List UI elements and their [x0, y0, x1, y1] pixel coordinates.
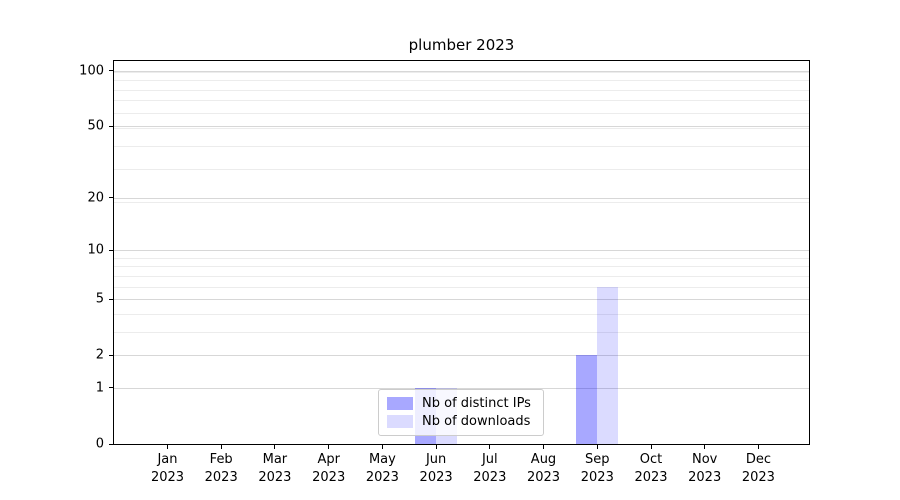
- gridline-minor: [114, 127, 809, 129]
- x-tick-label-aug: Aug 2023: [512, 451, 576, 487]
- x-tick-label-dec: Dec 2023: [726, 451, 790, 487]
- plot-area: [113, 60, 810, 445]
- bar-downloads-Sep: [597, 286, 619, 444]
- x-tick-year: 2023: [688, 470, 722, 485]
- y-tick-label: 0: [95, 436, 104, 452]
- legend-swatch-distinct-ips: [387, 396, 413, 410]
- x-tick-year: 2023: [526, 470, 561, 485]
- legend-label-distinct-ips: Nb of distinct IPs: [422, 395, 531, 411]
- y-tick-mark: [109, 70, 113, 72]
- chart-title: plumber 2023: [408, 36, 515, 54]
- y-tick-mark: [109, 197, 113, 199]
- x-tick-label-apr: Apr 2023: [297, 451, 361, 487]
- x-tick-month: Feb: [209, 452, 233, 467]
- x-tick-mark: [489, 445, 491, 449]
- gridline-minor: [114, 169, 809, 170]
- x-tick-mark: [704, 445, 706, 449]
- gridline-minor: [114, 201, 809, 203]
- gridline-minor: [114, 286, 809, 288]
- x-tick-mark: [274, 445, 276, 449]
- gridline-minor: [114, 313, 809, 315]
- x-tick-mark: [381, 445, 383, 449]
- x-tick-label-feb: Feb 2023: [189, 451, 253, 487]
- gridline-major: [114, 250, 809, 252]
- x-tick-label-jun: Jun 2023: [404, 451, 468, 487]
- legend-item-distinct-ips: Nb of distinct IPs: [387, 396, 535, 411]
- gridline-major: [114, 355, 809, 357]
- y-tick-label: 5: [95, 291, 104, 307]
- x-tick-month: Sep: [585, 452, 610, 467]
- y-tick-mark: [109, 125, 113, 127]
- y-tick-mark: [109, 387, 113, 389]
- x-tick-year: 2023: [473, 470, 507, 485]
- gridline-minor: [114, 275, 809, 277]
- x-tick-year: 2023: [258, 470, 292, 485]
- x-tick-year: 2023: [150, 470, 185, 485]
- y-tick-label: 50: [87, 118, 104, 134]
- y-tick-mark: [109, 249, 113, 251]
- gridline-minor: [114, 257, 809, 259]
- x-tick-month: Mar: [262, 452, 288, 467]
- x-tick-label-jul: Jul 2023: [458, 451, 522, 487]
- y-tick-mark: [109, 354, 113, 356]
- y-tick-mark: [109, 298, 113, 300]
- x-tick-mark: [328, 445, 330, 449]
- gridline-major: [114, 126, 809, 127]
- x-tick-mark: [650, 445, 652, 449]
- gridline-major: [114, 70, 809, 72]
- gridline-minor: [114, 71, 809, 73]
- x-tick-year: 2023: [580, 470, 614, 485]
- gridline-minor: [114, 80, 809, 82]
- x-tick-month: Jul: [481, 452, 498, 467]
- x-tick-mark: [543, 445, 544, 449]
- x-tick-month: Aug: [530, 452, 557, 467]
- gridline-minor: [114, 112, 809, 114]
- x-tick-month: Dec: [745, 452, 771, 467]
- x-tick-year: 2023: [634, 470, 668, 485]
- y-tick-label: 10: [87, 242, 104, 258]
- x-tick-label-may: May 2023: [350, 451, 414, 487]
- y-tick-label: 2: [95, 347, 104, 363]
- x-tick-month: Apr: [317, 452, 340, 467]
- gridline-major: [114, 197, 809, 199]
- legend-label-downloads: Nb of downloads: [422, 414, 531, 430]
- x-tick-month: May: [368, 452, 396, 467]
- x-tick-mark: [596, 445, 598, 449]
- legend: Nb of distinct IPs Nb of downloads: [378, 389, 544, 436]
- x-tick-label-jan: Jan 2023: [136, 451, 200, 487]
- x-tick-mark: [220, 445, 222, 449]
- gridline-minor: [114, 100, 809, 102]
- gridline-minor: [114, 145, 809, 147]
- x-tick-year: 2023: [419, 470, 453, 485]
- legend-swatch-downloads: [387, 415, 413, 429]
- gridline-minor: [114, 89, 809, 91]
- x-tick-label-oct: Oct 2023: [619, 451, 683, 487]
- x-tick-mark: [757, 445, 759, 449]
- x-tick-month: Jun: [425, 452, 447, 467]
- gridline-minor: [114, 266, 809, 268]
- gridline-minor: [114, 331, 809, 333]
- gridline-major: [114, 387, 809, 389]
- x-tick-year: 2023: [365, 470, 399, 485]
- y-tick-label: 20: [87, 190, 104, 206]
- x-tick-year: 2023: [204, 470, 238, 485]
- y-tick-mark: [109, 443, 113, 445]
- x-tick-year: 2023: [312, 470, 346, 485]
- x-tick-month: Oct: [639, 452, 663, 467]
- x-tick-mark: [435, 445, 437, 449]
- y-tick-label: 1: [95, 380, 104, 396]
- gridline-major: [114, 299, 809, 301]
- x-tick-label-nov: Nov 2023: [673, 451, 737, 487]
- bar-distinct-ips-Sep: [576, 355, 598, 444]
- x-tick-label-sep: Sep 2023: [565, 451, 629, 487]
- y-tick-label: 100: [79, 63, 104, 79]
- x-tick-month: Jan: [157, 452, 178, 467]
- x-tick-month: Nov: [692, 452, 718, 467]
- x-tick-year: 2023: [741, 470, 775, 485]
- x-tick-label-mar: Mar 2023: [243, 451, 307, 487]
- x-tick-mark: [167, 445, 168, 449]
- legend-item-downloads: Nb of downloads: [387, 414, 535, 429]
